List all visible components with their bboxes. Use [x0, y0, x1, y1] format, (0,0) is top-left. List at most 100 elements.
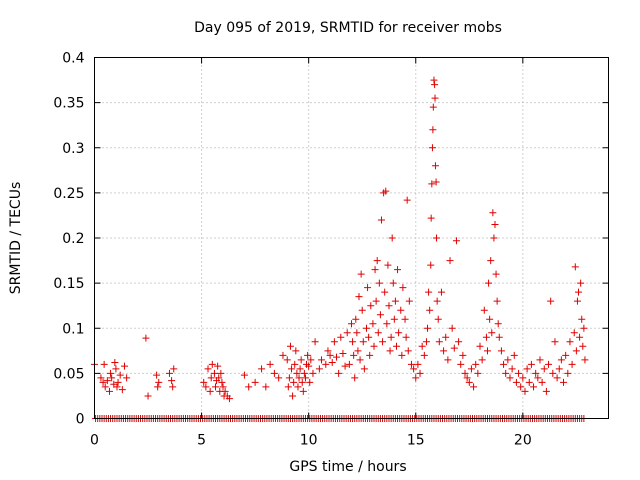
- data-point: [488, 329, 496, 337]
- data-point: [208, 360, 216, 368]
- data-point: [114, 378, 122, 386]
- data-point: [289, 392, 297, 400]
- data-point: [429, 103, 437, 111]
- data-point: [215, 374, 223, 382]
- data-point: [290, 378, 298, 386]
- data-point: [549, 369, 557, 377]
- x-tick-label: 0: [90, 433, 99, 449]
- data-point: [480, 306, 488, 314]
- data-point: [382, 187, 390, 195]
- data-point: [391, 297, 399, 305]
- data-point: [105, 387, 113, 395]
- data-point: [210, 369, 218, 377]
- data-point: [217, 369, 225, 377]
- data-point: [492, 270, 500, 278]
- y-tick-label: 0.05: [53, 366, 84, 382]
- data-point: [245, 383, 253, 391]
- data-point: [376, 311, 384, 319]
- data-point: [425, 288, 433, 296]
- data-point: [463, 374, 471, 382]
- data-point: [578, 315, 586, 323]
- data-point: [348, 320, 355, 328]
- data-point: [490, 234, 498, 242]
- data-point: [123, 374, 131, 382]
- data-point: [502, 369, 510, 377]
- data-point: [407, 360, 415, 368]
- data-point: [170, 365, 178, 373]
- data-point: [225, 395, 233, 403]
- data-point: [510, 351, 518, 359]
- data-point: [322, 360, 330, 368]
- data-point: [212, 383, 220, 391]
- x-tick-label: 15: [407, 433, 425, 449]
- data-point: [168, 377, 176, 385]
- data-point: [356, 356, 364, 364]
- data-point: [442, 333, 450, 341]
- data-point: [568, 360, 576, 368]
- data-point: [523, 365, 531, 373]
- data-point: [390, 315, 398, 323]
- data-point: [512, 378, 520, 386]
- data-point: [386, 347, 394, 355]
- data-point: [461, 369, 469, 377]
- data-point: [299, 387, 307, 395]
- data-point: [330, 338, 338, 346]
- data-point: [292, 347, 300, 355]
- data-point: [403, 196, 411, 204]
- data-point: [534, 374, 542, 382]
- data-point: [262, 383, 270, 391]
- y-tick-label: 0.15: [53, 276, 84, 292]
- data-point: [300, 369, 308, 377]
- data-point: [412, 374, 420, 382]
- data-point: [142, 334, 150, 342]
- data-point: [294, 383, 302, 391]
- data-point: [286, 342, 294, 350]
- data-point: [307, 356, 315, 364]
- grid: [94, 57, 609, 419]
- data-point: [450, 344, 458, 352]
- data-point: [428, 144, 436, 152]
- data-point: [427, 214, 435, 222]
- y-tick-label: 0.1: [62, 321, 84, 337]
- data-point: [500, 360, 508, 368]
- data-point: [360, 365, 368, 373]
- data-point: [418, 342, 426, 350]
- data-point: [532, 369, 540, 377]
- data-point: [521, 387, 529, 395]
- data-point: [305, 362, 313, 370]
- data-point: [394, 266, 402, 274]
- data-point: [472, 360, 480, 368]
- data-point: [581, 356, 589, 364]
- data-point: [107, 369, 115, 377]
- data-point: [444, 356, 452, 364]
- data-point: [155, 378, 163, 386]
- data-point: [398, 351, 406, 359]
- data-point: [397, 306, 405, 314]
- data-point: [433, 234, 441, 242]
- data-point: [433, 297, 441, 305]
- y-tick-label: 0.2: [62, 231, 84, 247]
- data-point: [154, 383, 162, 391]
- data-point: [351, 374, 359, 382]
- data-point: [557, 356, 565, 364]
- data-point: [266, 360, 274, 368]
- data-point: [434, 315, 442, 323]
- data-point: [284, 383, 292, 391]
- data-point: [298, 378, 306, 386]
- data-point: [424, 324, 432, 332]
- data-point: [283, 356, 291, 364]
- data-point: [97, 374, 105, 382]
- data-point: [219, 383, 227, 391]
- data-point: [459, 351, 467, 359]
- data-point: [350, 351, 358, 359]
- data-point: [515, 369, 523, 377]
- data-point: [116, 371, 124, 379]
- data-point: [570, 329, 578, 337]
- data-point: [337, 333, 345, 341]
- data-point: [426, 306, 434, 314]
- data-point: [204, 365, 212, 373]
- data-point: [304, 351, 312, 359]
- data-point: [366, 351, 374, 359]
- data-point: [315, 365, 323, 373]
- data-point: [416, 369, 424, 377]
